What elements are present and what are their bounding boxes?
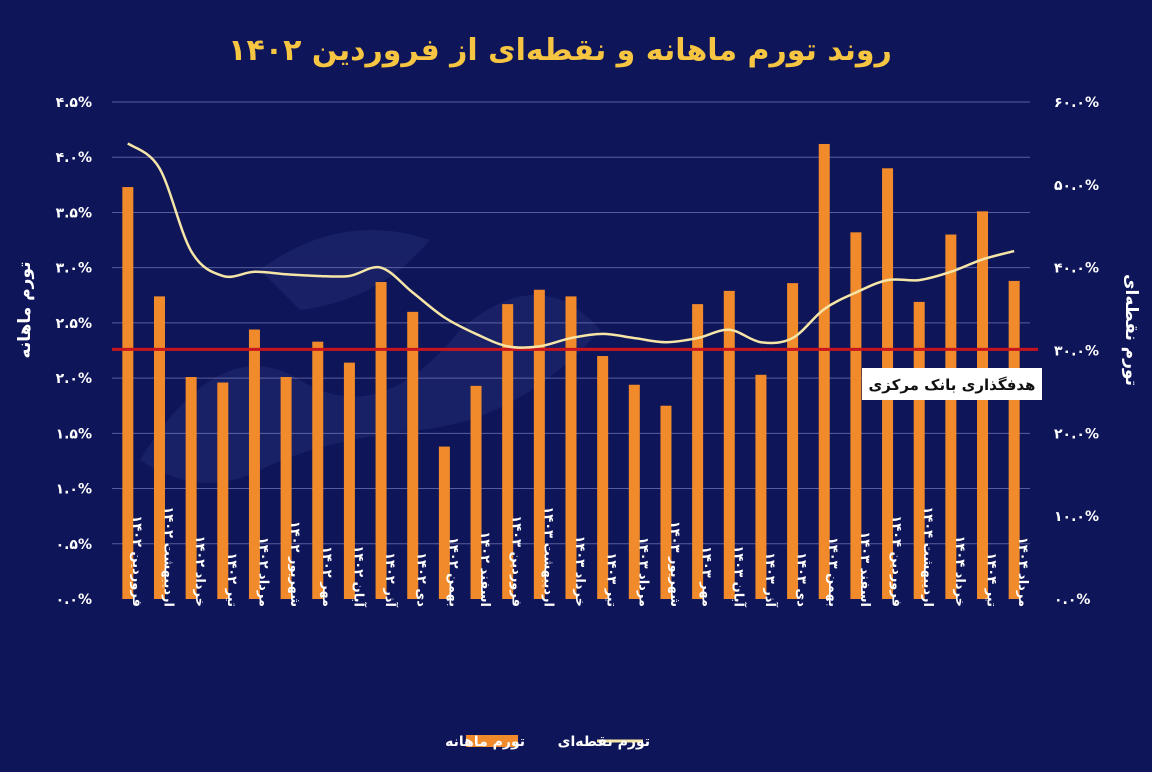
category-label: خرداد ۱۴۰۲ [192,535,207,607]
annual-inflation-path [127,142,1015,349]
annual-inflation-line [127,142,1015,349]
category-label: بهمن ۱۴۰۲ [445,537,460,607]
category-label: اردیبهشت ۱۴۰۲ [160,506,175,607]
category-label: مرداد ۱۴۰۴ [1015,537,1030,607]
category-label: مهر ۱۴۰۳ [699,546,714,607]
bar [248,329,260,599]
bar [818,143,830,600]
category-label: خرداد ۱۴۰۴ [952,535,967,607]
bar [565,296,577,599]
category-label: بهمن ۱۴۰۳ [825,537,840,607]
bar [375,282,387,599]
left-axis-label: تورم ماهانه [15,262,35,359]
category-label: تیر ۱۴۰۲ [224,552,239,607]
left-tick-label: ۲.۵% [56,316,92,332]
bar [913,301,925,599]
category-label: آبان ۱۴۰۲ [350,545,367,607]
left-tick-label: ۱.۰% [56,482,92,498]
category-label: اردیبهشت ۱۴۰۴ [920,506,935,607]
bar [628,384,640,599]
bar [470,385,482,599]
right-axis-ticks: ۰.۰% ۱۰.۰% ۲۰.۰% ۳۰.۰% ۴۰.۰% ۵۰.۰% ۶۰.۰% [1054,95,1099,608]
right-tick-label: ۶۰.۰% [1054,95,1099,111]
bar [660,405,672,599]
category-label: اسفند ۱۴۰۲ [477,531,492,607]
bar [755,374,767,599]
right-tick-label: ۳۰.۰% [1054,344,1099,360]
right-tick-label: ۵۰.۰% [1054,178,1099,194]
bar [597,356,609,599]
bar [280,377,292,599]
legend: تورم ماهانه تورم نقطه‌ای [445,734,650,750]
category-label: آبان ۱۴۰۳ [730,545,747,607]
bar [945,234,957,600]
category-label: دی ۱۴۰۳ [794,552,809,607]
bar [692,304,704,599]
target-annotation-box [862,368,1042,400]
bar [787,283,799,599]
category-label: مرداد ۱۴۰۲ [255,537,270,607]
bar [217,382,229,599]
bar [1008,280,1020,599]
bar [312,341,324,599]
category-label: فروردین ۱۴۰۴ [889,515,904,607]
category-label: فروردین ۱۴۰۳ [509,515,524,607]
legend-bar-swatch [466,735,518,747]
category-label: آذر ۱۴۰۳ [762,552,779,607]
legend-line-label: تورم نقطه‌ای [558,734,650,750]
right-tick-label: ۰.۰% [1054,592,1090,608]
left-tick-label: ۲.۰% [56,371,92,387]
category-label: اسفند ۱۴۰۳ [857,531,872,607]
bar [533,289,545,599]
bar [407,311,419,599]
left-tick-label: ۴.۰% [56,150,92,166]
category-label: مرداد ۱۴۰۳ [635,537,650,607]
chart-title: روند تورم ماهانه و نقطه‌ای از فروردین ۱۴… [228,33,892,68]
category-label: دی ۱۴۰۲ [414,552,429,607]
right-axis-label: تورم نقطه‌ای [1121,274,1141,386]
left-tick-label: ۳.۰% [56,261,92,277]
bar [343,362,355,599]
category-label: شهریور ۱۴۰۳ [667,521,682,607]
category-label: تیر ۱۴۰۴ [984,552,999,607]
bar [977,211,989,599]
category-label: مهر ۱۴۰۲ [319,546,334,607]
category-labels: فروردین ۱۴۰۲ اردیبهشت ۱۴۰۲ خرداد ۱۴۰۲ تیر ۱… [129,506,1030,607]
bar [185,377,197,599]
category-label: تیر ۱۴۰۳ [604,552,619,607]
left-tick-label: ۰.۵% [56,537,92,553]
bar [122,187,134,599]
category-label: شهریور ۱۴۰۲ [287,521,302,607]
bar [850,232,862,599]
left-tick-label: ۴.۵% [56,95,92,111]
bar [723,290,735,599]
target-annotation: هدفگذاری بانک مرکزی [862,368,1042,400]
left-tick-label: ۱.۵% [56,426,92,442]
right-tick-label: ۱۰.۰% [1054,509,1099,525]
category-label: خرداد ۱۴۰۳ [572,535,587,607]
bar [438,446,450,599]
right-tick-label: ۲۰.۰% [1054,426,1099,442]
category-label: فروردین ۱۴۰۲ [129,515,144,607]
category-label: اردیبهشت ۱۴۰۳ [540,506,555,607]
target-annotation-text: هدفگذاری بانک مرکزی [869,376,1036,394]
legend-bar-label: تورم ماهانه [445,734,525,750]
left-tick-label: ۰.۰% [56,592,92,608]
left-axis-ticks: ۰.۰% ۰.۵% ۱.۰% ۱.۵% ۲.۰% ۲.۵% ۳.۰% ۳.۵% ۴.۰% ۴.۵% [56,95,92,608]
left-tick-label: ۳.۵% [56,205,92,221]
bar [153,296,165,599]
right-tick-label: ۴۰.۰% [1054,261,1099,277]
bar [502,304,514,599]
category-label: آذر ۱۴۰۲ [382,552,399,607]
